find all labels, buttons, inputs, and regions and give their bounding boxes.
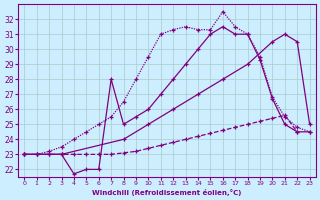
- X-axis label: Windchill (Refroidissement éolien,°C): Windchill (Refroidissement éolien,°C): [92, 189, 242, 196]
